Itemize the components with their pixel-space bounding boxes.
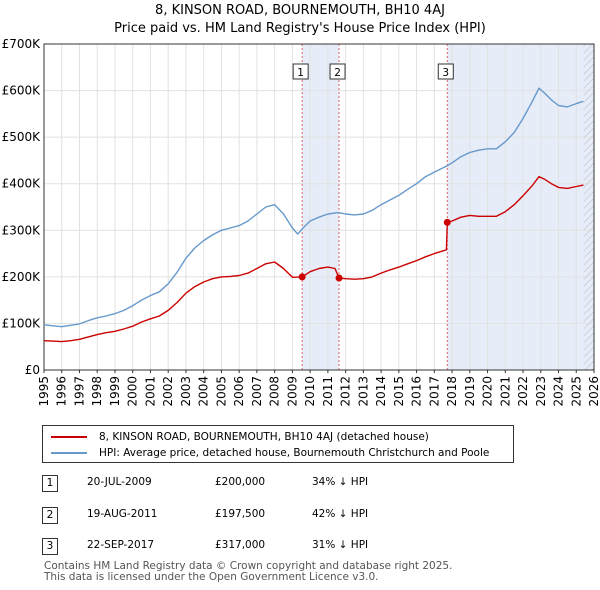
x-tick-label: 2011 (321, 376, 335, 407)
y-tick-label: £500K (2, 130, 42, 144)
x-tick-label: 2006 (232, 376, 246, 407)
x-tick-label: 2016 (410, 376, 424, 407)
footer-copyright: Contains HM Land Registry data © Crown c… (44, 560, 453, 572)
x-tick-label: 2025 (569, 376, 583, 407)
sale-marker-label: 3 (442, 67, 449, 79)
chart-title: 8, KINSON ROAD, BOURNEMOUTH, BH10 4AJ (155, 3, 445, 18)
legend-swatch-property (51, 436, 87, 438)
forecast-region (583, 44, 594, 370)
x-tick-label: 1998 (90, 376, 104, 407)
y-tick-label: £700K (2, 37, 42, 51)
x-tick-label: 2013 (356, 376, 370, 407)
x-tick-label: 2008 (268, 376, 282, 407)
x-tick-label: 2023 (534, 376, 548, 407)
hpi-series-line (43, 87, 584, 328)
sale-hpi-diff: 34% ↓ HPI (312, 476, 369, 488)
sale-point (443, 218, 451, 226)
x-tick-label: 2003 (179, 376, 193, 407)
x-tick-label: 2009 (285, 376, 299, 407)
legend-swatch-hpi (51, 452, 87, 454)
x-tick-label: 2007 (250, 376, 264, 407)
legend: 8, KINSON ROAD, BOURNEMOUTH, BH10 4AJ (d… (42, 425, 514, 463)
chart-subtitle: Price paid vs. HM Land Registry's House … (114, 21, 486, 36)
y-tick-label: £400K (2, 177, 42, 191)
y-tick-label: £600K (2, 84, 42, 98)
x-tick-label: 2026 (587, 376, 600, 407)
x-tick-label: 2020 (481, 376, 495, 407)
x-tick-label: 2018 (445, 376, 459, 407)
sale-hpi-diff: 31% ↓ HPI (312, 539, 369, 551)
sale-number-badge: 1 (42, 475, 58, 492)
legend-label-property: 8, KINSON ROAD, BOURNEMOUTH, BH10 4AJ (d… (99, 431, 429, 443)
shaded-period (302, 44, 340, 370)
plot-area: 1 2 3 £0 £100K £200K £300K £400K £500K £600K £700K… (2, 37, 600, 407)
x-tick-label: 2010 (303, 376, 317, 407)
sale-date: 19-AUG-2011 (87, 508, 158, 520)
sale-point (298, 273, 306, 281)
x-tick-label: 2015 (392, 376, 406, 407)
x-tick-label: 2004 (197, 376, 211, 407)
shaded-period (447, 44, 594, 370)
x-tick-label: 2000 (126, 376, 140, 407)
sale-price: £317,000 (215, 539, 266, 551)
footer-note: Contains HM Land Registry data © Crown c… (44, 561, 452, 583)
sale-number-badge: 3 (42, 538, 58, 555)
x-tick-label: 2024 (552, 376, 566, 407)
x-tick-label: 2002 (161, 376, 175, 407)
x-tick-label: 1997 (72, 376, 86, 407)
y-tick-label: £200K (2, 270, 42, 284)
y-tick-label: £0 (25, 363, 40, 377)
x-tick-label: 2001 (143, 376, 157, 407)
sale-marker-box (437, 63, 454, 80)
x-tick-label: 1996 (55, 376, 69, 407)
x-tick-label: 2017 (427, 376, 441, 407)
sale-price: £197,500 (215, 508, 266, 520)
x-tick-label: 1995 (37, 376, 51, 407)
sale-hpi-diff: 42% ↓ HPI (312, 508, 369, 520)
chart: 8, KINSON ROAD, BOURNEMOUTH, BH10 4AJ Pr… (2, 3, 600, 407)
x-tick-label: 2005 (214, 376, 228, 407)
footer-licence: This data is licensed under the Open Gov… (44, 571, 379, 583)
x-tick-label: 2021 (498, 376, 512, 407)
sale-price: £200,000 (215, 476, 266, 488)
y-tick-label: £100K (2, 316, 42, 330)
sale-marker-box (329, 63, 346, 80)
legend-label-hpi: HPI: Average price, detached house, Bour… (99, 447, 490, 459)
plot-frame (43, 43, 595, 371)
x-tick-label: 1999 (108, 376, 122, 407)
x-tick-label: 2012 (339, 376, 353, 407)
y-tick-label: £300K (2, 223, 42, 237)
sale-date: 20-JUL-2009 (87, 476, 152, 488)
sale-marker-label: 1 (297, 67, 304, 79)
sale-number-badge: 2 (42, 507, 58, 524)
x-tick-label: 2019 (463, 376, 477, 407)
sale-marker-label: 2 (334, 67, 341, 79)
sale-marker-box (292, 63, 309, 80)
x-tick-label: 2022 (516, 376, 530, 407)
property-series-line (43, 176, 584, 343)
sale-date: 22-SEP-2017 (87, 539, 155, 551)
x-tick-label: 2014 (374, 376, 388, 407)
sale-point (335, 274, 343, 282)
